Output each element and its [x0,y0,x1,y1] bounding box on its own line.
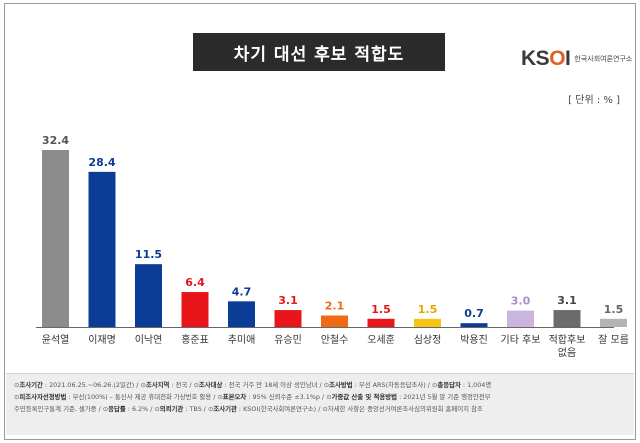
category-label: 심상정 [414,334,442,346]
data-label: 3.1 [557,294,577,307]
footer-item: ⊙조사지역 : 전국 [140,381,188,389]
data-label: 0.7 [464,307,484,320]
chart-title: 차기 대선 후보 적합도 [193,33,445,71]
footer-line-2: ⊙피조사자선정방법 : 무선(100%) – 통신사 제공 휴대전화 가상번호 … [14,393,491,401]
bar [414,318,441,327]
data-label: 1.5 [371,303,391,316]
footer-item: ⊙피조사자선정방법 : 무선(100%) – 통신사 제공 휴대전화 가상번호 … [14,393,212,401]
logo-mark: KSOI [521,47,571,70]
data-label: 28.4 [88,156,115,169]
bar [600,318,627,327]
data-label: 6.4 [185,276,205,289]
category-label: 이낙연 [135,334,163,346]
bar [367,318,395,327]
data-label: 3.0 [511,295,531,308]
footer-item: ⊙조사기관 : KSOI(한국사회여론연구소) [207,405,317,413]
bar [181,292,209,327]
footer-item: ⊙조사대상 : 전국 거주 만 18세 이상 성인남녀 [193,381,318,389]
bar [274,310,302,327]
bar [42,150,69,327]
category-label: 추미애 [228,334,256,346]
footer-item: ⊙자세한 사항은 중앙선거여론조사심의위원회 홈페이지 참조 [322,405,483,413]
bar [88,171,116,327]
footer-item: 주민등록인구통계 기준, 셀가중 [14,405,97,413]
footer-line-1: ⊙조사기간 : 2021.06.25.~06.26.(2일간) / ⊙조사지역 … [14,381,492,389]
data-label: 11.5 [135,248,162,261]
data-label: 32.4 [42,134,69,147]
data-label: 2.1 [325,300,345,313]
logo-subtitle: 한국사회여론연구소 [574,55,633,63]
bar [507,310,534,327]
bar [135,264,162,327]
data-label: 1.5 [418,303,438,316]
footer-line-3: 주민등록인구통계 기준, 셀가중 / ⊙응답률 : 6.2% / ⊙의뢰기관 :… [14,405,483,413]
category-label: 이재명 [88,334,116,346]
footer-item: ⊙조사기간 : 2021.06.25.~06.26.(2일간) [14,381,135,389]
category-label: 홍준표 [181,333,209,346]
ksoi-logo: KSOI 한국사회여론연구소 [521,46,632,72]
bar [321,315,348,327]
footer-item: ⊙의뢰기관 : TBS [154,405,202,413]
footer-item: ⊙가중값 산출 및 적용방법 : 2021년 5월 말 기준 행정안전부 [326,393,491,401]
unit-label: [ 단위 : % ] [568,95,620,106]
category-label: 기타 후보 [501,334,541,346]
footer-item: ⊙응답률 : 6.2% [102,405,149,413]
data-label: 3.1 [278,294,298,307]
footer-item: ⊙총응답자 : 1,004명 [431,381,492,389]
category-label: 오세훈 [367,333,395,346]
category-label: 없음 [558,346,576,359]
category-label: 윤석열 [42,334,70,346]
bar [553,310,581,327]
bar [228,301,255,327]
category-label: 박용진 [460,334,488,346]
category-label: 안철수 [321,334,349,346]
bar [460,323,488,327]
category-label: 적합후보 [549,334,586,346]
survey-footer: ⊙조사기간 : 2021.06.25.~06.26.(2일간) / ⊙조사지역 … [6,373,634,435]
footer-item: ⊙표본오차 : 95% 신뢰수준 ±3.1%p [217,393,320,401]
data-label: 4.7 [232,285,252,298]
footer-item: ⊙조사방법 : 무선 ARS(자동응답조사) [323,381,426,389]
data-label: 1.5 [604,303,624,316]
category-label: 잘 모름 [598,334,629,346]
category-label: 유승민 [274,334,302,346]
